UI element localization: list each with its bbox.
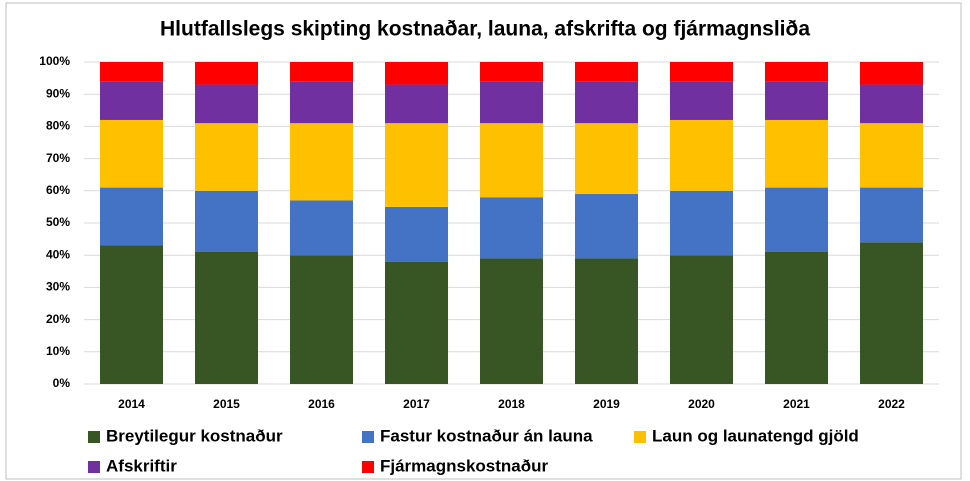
y-tick-label: 0% bbox=[53, 376, 71, 390]
x-tick-label: 2014 bbox=[118, 397, 145, 411]
bar-segment bbox=[290, 255, 353, 384]
bar-segment bbox=[575, 258, 638, 384]
x-tick-label: 2018 bbox=[498, 397, 525, 411]
bar-segment bbox=[480, 123, 543, 198]
legend-label: Fjármagnskostnaður bbox=[380, 456, 549, 475]
bar-segment bbox=[670, 190, 733, 256]
x-tick-label: 2019 bbox=[593, 397, 620, 411]
bar-segment bbox=[670, 255, 733, 384]
x-tick-label: 2021 bbox=[783, 397, 810, 411]
bar-segment bbox=[670, 81, 733, 120]
bar-segment bbox=[385, 206, 448, 262]
bar-segment bbox=[480, 81, 543, 124]
bar-segment bbox=[195, 190, 258, 252]
bar-segment bbox=[575, 123, 638, 195]
bar-segment bbox=[385, 123, 448, 207]
bar-segment bbox=[195, 123, 258, 191]
x-tick-label: 2022 bbox=[878, 397, 905, 411]
legend-swatch bbox=[88, 461, 100, 473]
bar-segment bbox=[195, 62, 258, 85]
chart-title: Hlutfallslegs skipting kostnaðar, launa,… bbox=[160, 18, 810, 41]
bar-segment bbox=[100, 187, 163, 246]
bar-segment bbox=[575, 194, 638, 259]
y-tick-label: 40% bbox=[46, 247, 70, 261]
bar-segment bbox=[670, 62, 733, 82]
bar-segment bbox=[765, 251, 828, 384]
y-tick-label: 70% bbox=[46, 151, 70, 165]
legend-swatch bbox=[362, 431, 374, 443]
bar-segment bbox=[195, 251, 258, 384]
y-tick-label: 10% bbox=[46, 344, 70, 358]
y-tick-label: 30% bbox=[46, 280, 70, 294]
y-tick-label: 20% bbox=[46, 312, 70, 326]
bar-segment bbox=[100, 81, 163, 120]
bar-segment bbox=[100, 62, 163, 82]
bar-segment bbox=[670, 119, 733, 191]
bar-segment bbox=[480, 258, 543, 384]
x-tick-label: 2020 bbox=[688, 397, 715, 411]
bar-segment bbox=[290, 81, 353, 124]
bar-segment bbox=[860, 242, 923, 384]
bar-segment bbox=[100, 245, 163, 384]
bar-segment bbox=[575, 81, 638, 124]
bar-segment bbox=[765, 187, 828, 252]
y-tick-label: 100% bbox=[39, 54, 70, 68]
legend-label: Fastur kostnaður án launa bbox=[380, 426, 593, 445]
legend-swatch bbox=[88, 431, 100, 443]
bar-segment bbox=[480, 197, 543, 259]
bar-segment bbox=[290, 123, 353, 201]
bar-segment bbox=[765, 81, 828, 120]
bar-segment bbox=[195, 84, 258, 124]
bar-segment bbox=[385, 261, 448, 384]
y-tick-label: 90% bbox=[46, 86, 70, 100]
y-tick-label: 80% bbox=[46, 119, 70, 133]
bar-segment bbox=[575, 62, 638, 82]
bar-segment bbox=[100, 119, 163, 188]
bar-segment bbox=[860, 123, 923, 188]
x-tick-label: 2017 bbox=[403, 397, 430, 411]
bar-segment bbox=[290, 62, 353, 82]
legend-label: Laun og launatengd gjöld bbox=[652, 426, 859, 445]
legend-swatch bbox=[362, 461, 374, 473]
bar-segment bbox=[860, 187, 923, 243]
x-tick-label: 2016 bbox=[308, 397, 335, 411]
x-tick-label: 2015 bbox=[213, 397, 240, 411]
bar-segment bbox=[860, 62, 923, 85]
bar-segment bbox=[765, 62, 828, 82]
y-tick-label: 50% bbox=[46, 215, 70, 229]
bar-segment bbox=[765, 119, 828, 188]
bar-segment bbox=[385, 84, 448, 124]
legend-label: Afskriftir bbox=[106, 456, 177, 475]
bar-segment bbox=[480, 62, 543, 82]
bar-segment bbox=[860, 84, 923, 124]
y-tick-label: 60% bbox=[46, 183, 70, 197]
bar-segment bbox=[290, 200, 353, 256]
legend-swatch bbox=[634, 431, 646, 443]
legend-label: Breytilegur kostnaður bbox=[106, 426, 283, 445]
bar-segment bbox=[385, 62, 448, 85]
